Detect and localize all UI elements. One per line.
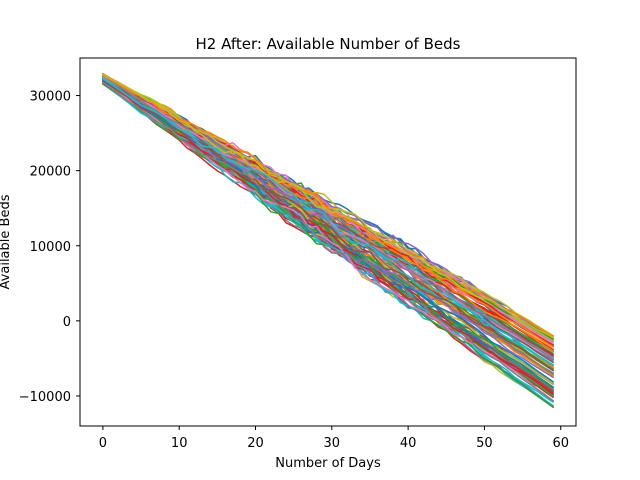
x-tick-label: 40 xyxy=(400,436,417,451)
series-line xyxy=(102,82,554,396)
series-line xyxy=(102,78,554,379)
series-line xyxy=(102,77,554,367)
x-tick-label: 30 xyxy=(324,436,341,451)
x-tick-label: 0 xyxy=(99,436,107,451)
series-line xyxy=(102,81,554,402)
series-line xyxy=(102,76,554,352)
series-line xyxy=(102,73,554,337)
x-tick-label: 50 xyxy=(476,436,493,451)
y-tick-label: −10000 xyxy=(19,390,71,405)
x-tick-label: 60 xyxy=(552,436,569,451)
series-layer xyxy=(102,73,554,408)
series-line xyxy=(102,79,554,372)
y-axis-label: Available Beds xyxy=(0,194,13,289)
plot-area-frame xyxy=(79,57,577,427)
y-tick-label: 30000 xyxy=(30,90,71,105)
y-axis-ticks: −10000 0 10000 20000 30000 xyxy=(19,90,80,405)
y-tick-label: 10000 xyxy=(30,240,71,255)
x-tick-label: 20 xyxy=(247,436,264,451)
x-axis-ticks: 0 10 20 30 40 50 60 xyxy=(99,426,569,451)
series-line xyxy=(102,75,554,361)
series-line xyxy=(102,73,554,339)
series-line xyxy=(102,74,554,338)
x-axis-label: Number of Days xyxy=(275,456,381,471)
y-tick-label: 20000 xyxy=(30,165,71,180)
chart-title: H2 After: Available Number of Beds xyxy=(196,35,461,53)
x-tick-label: 10 xyxy=(171,436,188,451)
y-tick-label: 0 xyxy=(63,315,71,330)
